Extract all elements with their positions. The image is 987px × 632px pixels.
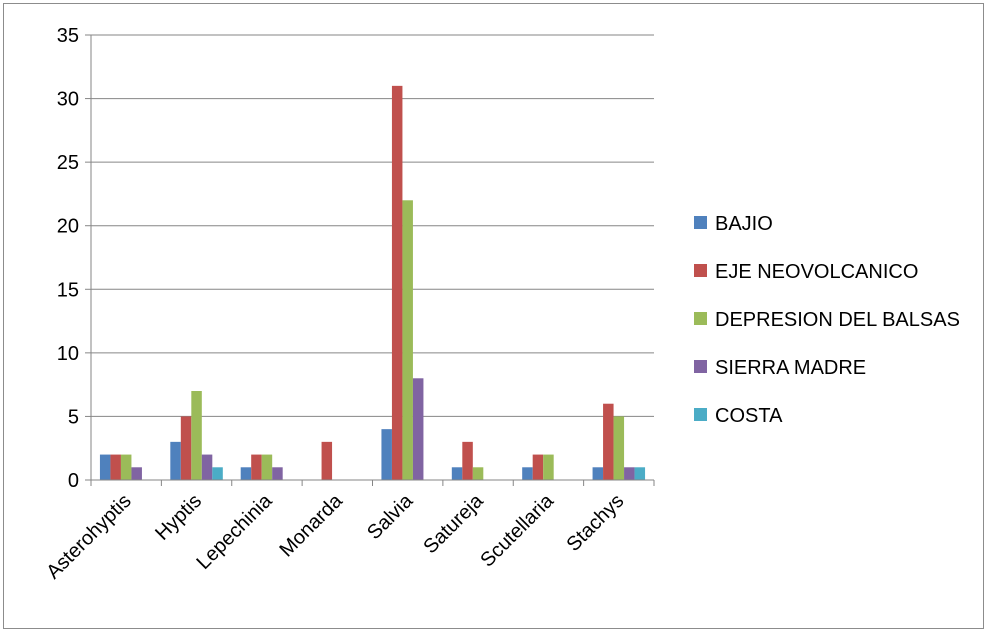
bar-bajio-salvia [381,429,392,480]
bar-eje-neovolcanico-satureja [462,441,473,480]
legend-label: BAJIO [715,213,773,235]
legend-swatch [694,312,707,325]
y-tick-label: 10 [57,343,79,365]
chart-frame [3,3,984,629]
bar-sierra-madre-asterohyptis [131,467,142,480]
bar-depresion-del-balsas-salvia [402,200,413,481]
bar-depresion-del-balsas-scutellaria [543,454,554,480]
bar-eje-neovolcanico-scutellaria [532,454,544,480]
bar-eje-neovolcanico-monarda [321,441,333,480]
bar-depresion-del-balsas-lepechinia [261,454,273,480]
y-tick-labels: 0 5 10 15 20 25 30 35 [57,25,79,492]
legend-swatch [694,216,707,229]
x-tick-label: Stachys [562,490,628,556]
bar-eje-neovolcanico-hyptis [180,416,192,480]
bar-bajio-lepechinia [240,467,252,480]
legend-label: COSTA [715,405,783,427]
x-tick-label: Lepechinia [193,489,278,574]
axes [85,34,655,486]
bar-eje-neovolcanico-asterohyptis [110,454,121,480]
x-tick-label: Monarda [275,489,347,561]
x-tick-label: Hyptis [151,490,206,545]
legend-swatch [694,408,707,421]
bar-depresion-del-balsas-satureja [472,467,484,480]
x-tick-label: Satureja [419,489,488,558]
y-tick-label: 25 [57,152,79,174]
bar-sierra-madre-lepechinia [272,467,283,480]
legend-label: DEPRESION DEL BALSAS [715,309,960,331]
legend: BAJIO EJE NEOVOLCANICO DEPRESION DEL BALSA… [694,213,960,427]
bar-sierra-madre-salvia [412,378,424,480]
y-tick-label: 5 [68,406,79,428]
bar-bajio-hyptis [170,441,181,480]
bar-bajio-scutellaria [522,467,533,480]
bar-bajio-asterohyptis [99,454,111,480]
bar-depresion-del-balsas-stachys [613,416,625,480]
y-tick-label: 30 [57,89,79,111]
bar-bajio-satureja [451,467,463,480]
bar-eje-neovolcanico-salvia [391,85,403,480]
x-tick-label: Asterohyptis [42,490,135,583]
x-tick-label: Salvia [363,489,418,544]
legend-swatch [694,360,707,373]
bar-sierra-madre-hyptis [201,454,213,480]
y-tick-label: 0 [68,470,79,492]
bar-eje-neovolcanico-lepechinia [251,454,262,480]
gridlines [91,34,654,417]
bar-costa-stachys [634,467,646,480]
legend-label: SIERRA MADRE [715,357,866,379]
bar-depresion-del-balsas-asterohyptis [120,454,132,480]
legend-label: EJE NEOVOLCANICO [715,261,918,283]
bar-depresion-del-balsas-hyptis [191,391,202,480]
y-tick-label: 20 [57,216,79,238]
bar-sierra-madre-stachys [624,467,635,480]
bars [99,85,646,481]
y-tick-label: 15 [57,279,79,301]
y-tick-label: 35 [57,25,79,47]
legend-swatch [694,264,707,277]
bar-costa-hyptis [212,467,223,480]
x-tick-label: Scutellaria [476,489,558,571]
bar-bajio-stachys [592,467,604,480]
bar-eje-neovolcanico-stachys [603,403,614,480]
